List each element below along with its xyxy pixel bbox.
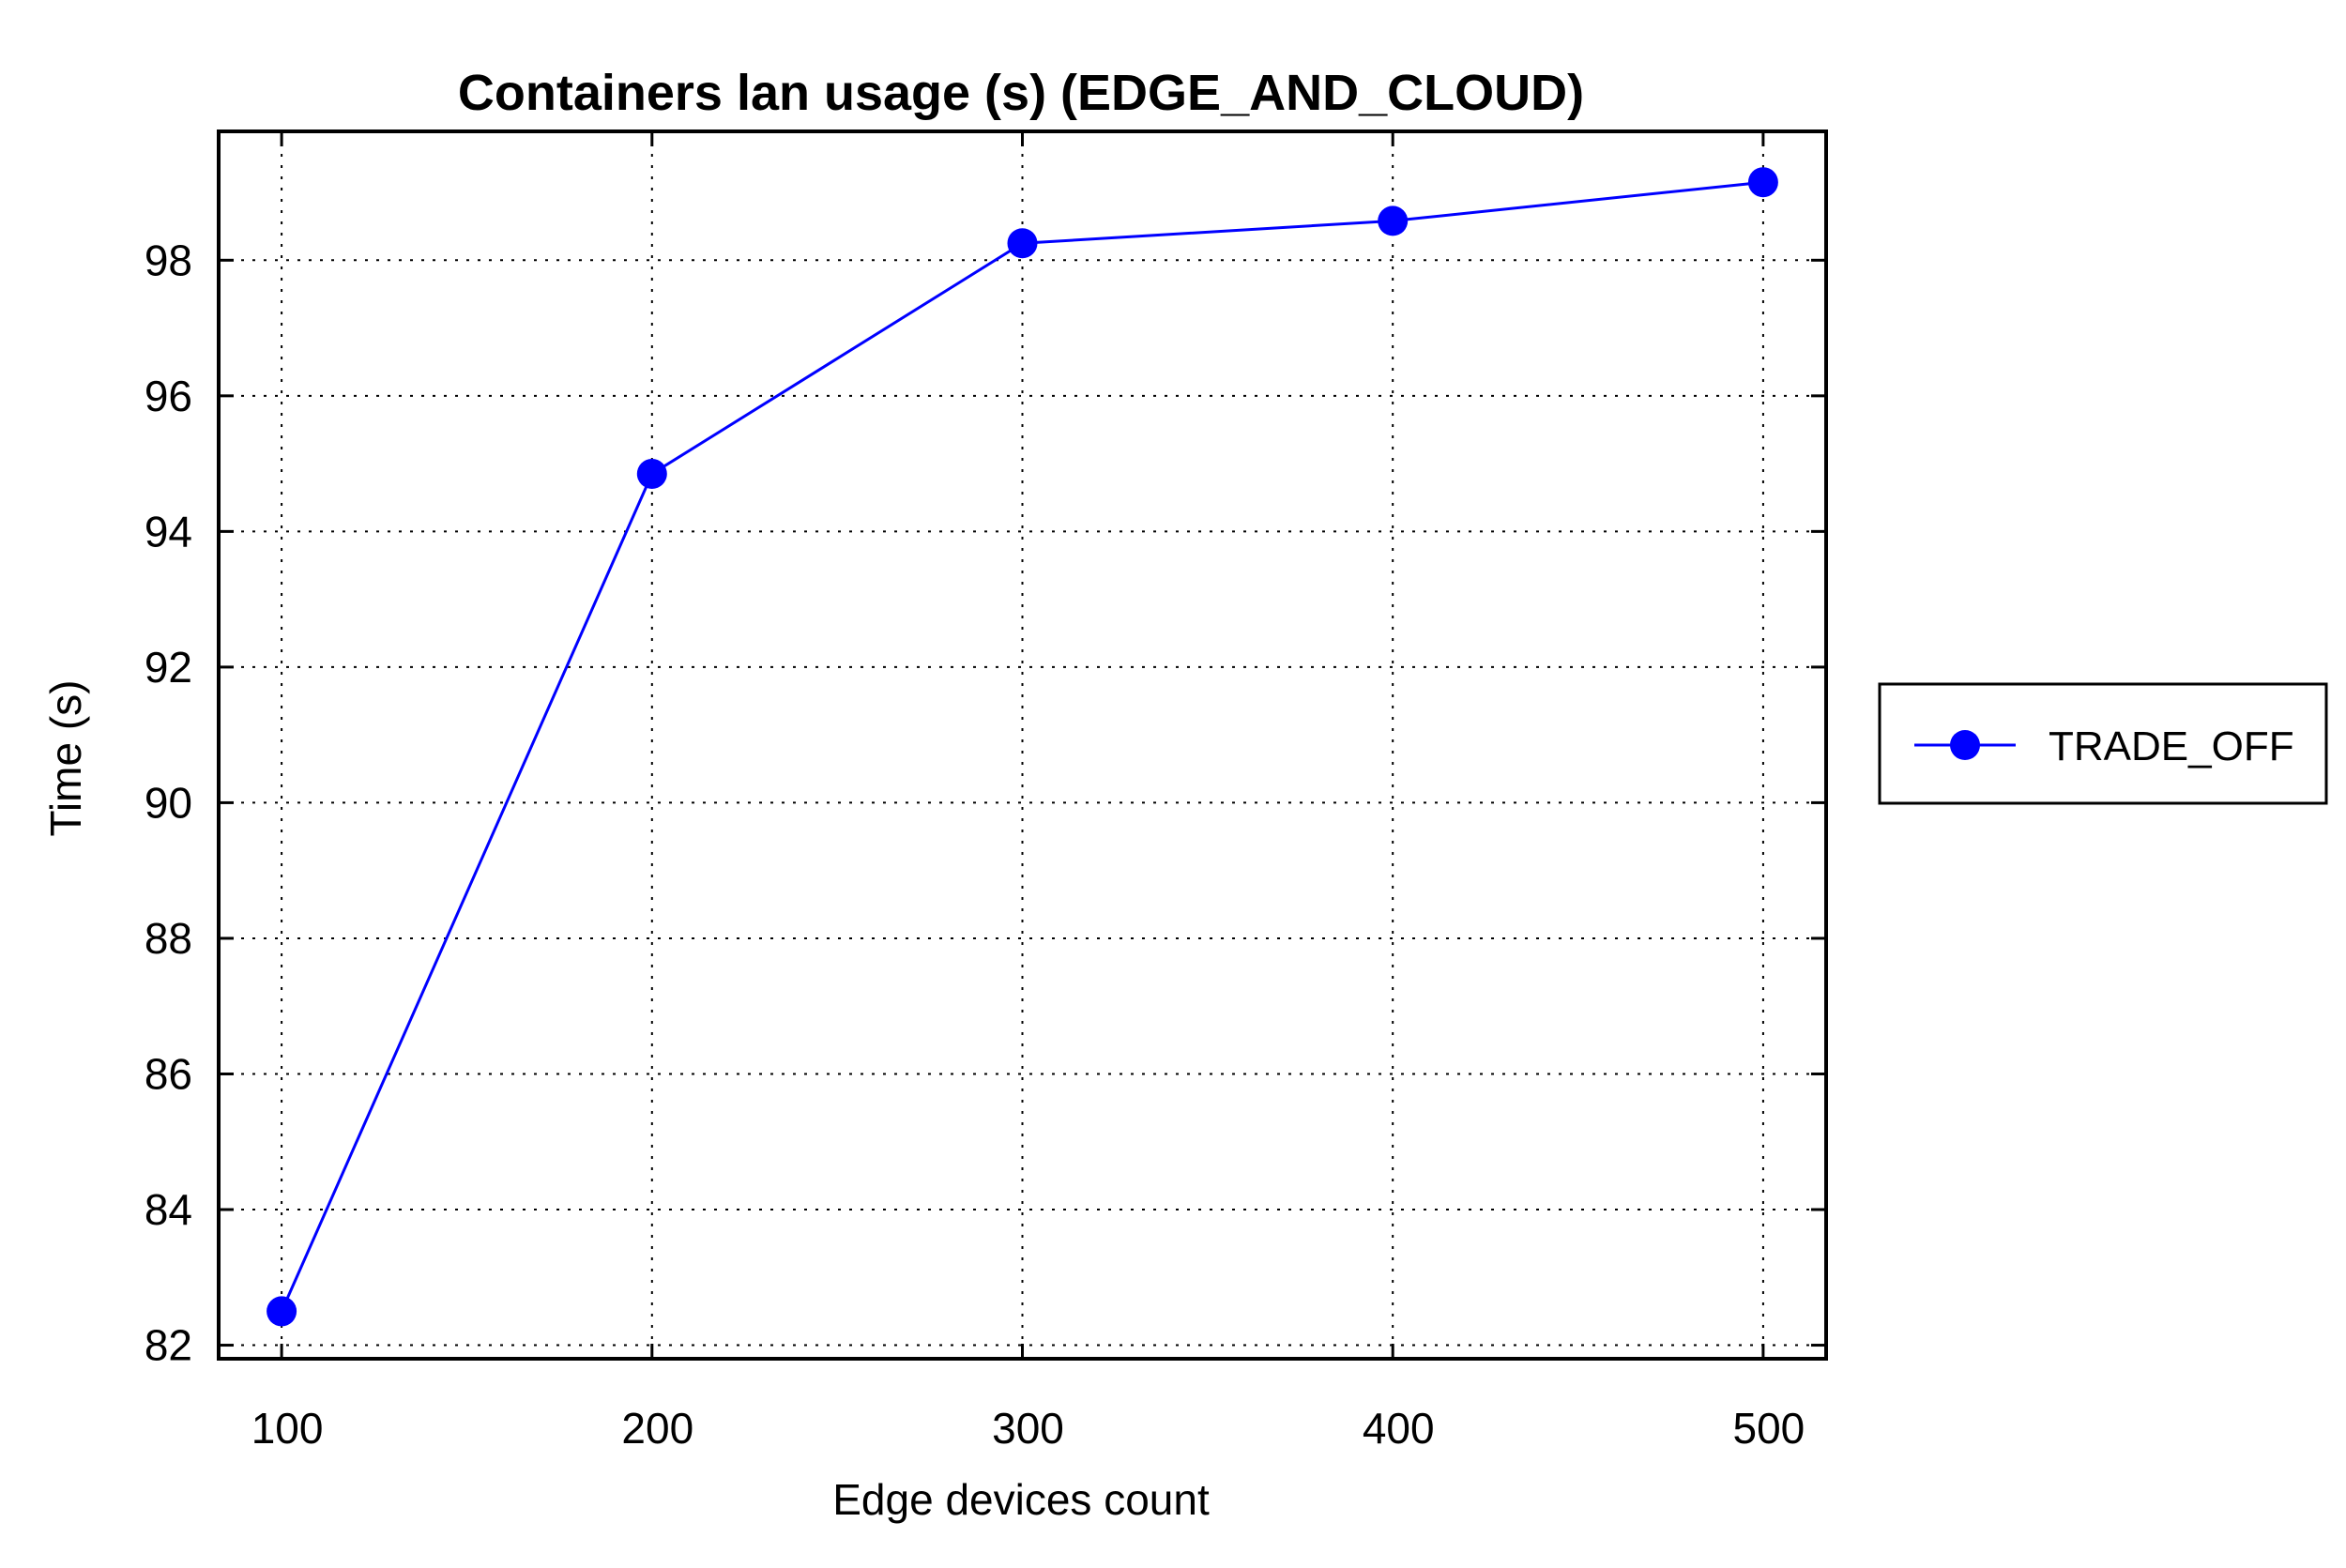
x-tick-label: 100 [251, 1404, 324, 1453]
y-tick-label: 92 [145, 643, 192, 692]
y-axis-label: Time (s) [41, 680, 90, 837]
x-tick-label: 300 [992, 1404, 1064, 1453]
grid-lines [219, 131, 1826, 1359]
y-tick-label: 90 [145, 778, 192, 827]
y-tick-label: 84 [145, 1185, 192, 1234]
x-tick-label: 400 [1363, 1404, 1435, 1453]
legend-marker-trade-off [1950, 730, 1980, 760]
series-line-trade-off [280, 180, 1764, 1313]
y-tick-label: 96 [145, 372, 192, 420]
legend: TRADE_OFF [1878, 682, 2328, 805]
data-point [1378, 206, 1409, 236]
x-tick-label: 200 [621, 1404, 693, 1453]
legend-label-trade-off: TRADE_OFF [2049, 723, 2294, 769]
data-point [1007, 228, 1038, 259]
x-tick-label: 500 [1733, 1404, 1805, 1453]
y-tick-label: 86 [145, 1049, 192, 1098]
data-point [636, 458, 667, 489]
y-tick-label: 98 [145, 236, 192, 284]
axis-ticks: 100 200 300 400 500 82 84 86 88 90 92 94 96 98 [145, 131, 1826, 1453]
data-point [1747, 167, 1778, 198]
plot-frame [217, 129, 1828, 1361]
y-tick-label: 94 [145, 507, 192, 556]
series-layer [267, 167, 1778, 1327]
y-tick-label: 88 [145, 914, 192, 963]
data-point [267, 1296, 297, 1327]
y-tick-label: 82 [145, 1321, 192, 1370]
x-axis-label: Edge devices count [832, 1475, 1210, 1524]
chart-title: Containers lan usage (s) (EDGE_AND_CLOUD… [458, 65, 1584, 121]
